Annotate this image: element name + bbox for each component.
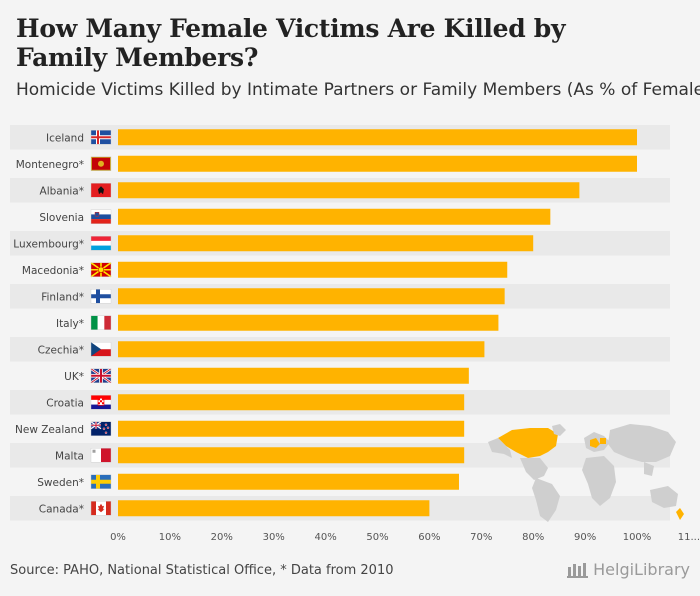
category-label: UK* [64, 371, 84, 383]
x-tick-label: 20% [211, 532, 233, 543]
map-landmass [498, 428, 558, 458]
category-label: Malta [55, 450, 84, 462]
x-tick-label: 90% [574, 532, 596, 543]
category-label: Albania* [40, 185, 84, 197]
bar-canada [118, 500, 430, 517]
x-tick-label: 11... [678, 532, 700, 543]
bar-luxembourg [118, 235, 534, 252]
category-label: Croatia [46, 397, 84, 409]
map-landmass [608, 424, 676, 462]
uk-flag-icon [90, 367, 112, 384]
croatia-flag-icon [90, 395, 112, 410]
x-tick-label: 0% [110, 532, 126, 543]
new-zealand-flag-icon [90, 421, 112, 436]
map-landmass [644, 462, 654, 476]
logo-text: HelgiLibrary [593, 560, 690, 579]
category-label: Iceland [46, 132, 84, 144]
canada-flag-icon [90, 501, 112, 516]
chart-subtitle: Homicide Victims Killed by Intimate Part… [16, 80, 700, 100]
bar-czechia [118, 341, 485, 358]
bar-malta [118, 447, 465, 464]
bar-slovenia [118, 208, 551, 225]
category-label: Sweden* [37, 477, 84, 489]
category-label: Canada* [39, 503, 84, 515]
category-labels: Iceland Montenegro* Albania* Slovenia Luxemb… [13, 132, 84, 515]
category-label: Montenegro* [16, 159, 84, 171]
bar-uk [118, 367, 469, 384]
italy-flag-icon [90, 315, 112, 330]
category-label: Macedonia* [22, 265, 84, 277]
bar-montenegro [118, 155, 637, 172]
macedonia-flag-icon [90, 262, 112, 278]
x-tick-label: 100% [623, 532, 652, 543]
bar-finland [118, 288, 505, 305]
category-label: Luxembourg* [13, 238, 84, 250]
helgilibrary-logo[interactable]: HelgiLibrary [567, 560, 690, 579]
czechia-flag-icon [90, 342, 112, 357]
bar-sweden [118, 473, 459, 490]
bar-iceland [118, 129, 637, 146]
slovenia-flag-icon [90, 209, 112, 224]
sweden-flag-icon [90, 474, 112, 489]
map-landmass [676, 508, 684, 520]
category-label: New Zealand [15, 424, 84, 436]
bar-albania [118, 182, 580, 199]
map-landmass [520, 458, 548, 480]
bar-chart: Iceland Montenegro* Albania* Slovenia Luxemb… [10, 125, 700, 543]
x-tick-label: 10% [159, 532, 181, 543]
category-label: Slovenia [39, 212, 84, 224]
bar-macedonia [118, 261, 508, 278]
chart-title: How Many Female Victims Are Killed by Fa… [16, 14, 566, 72]
iceland-flag-icon [90, 130, 112, 145]
category-label: Czechia* [38, 344, 84, 356]
map-landmass [582, 456, 616, 506]
luxembourg-flag-icon [90, 236, 112, 251]
map-landmass [600, 438, 606, 444]
category-label: Italy* [56, 318, 84, 330]
world-map-icon [488, 424, 684, 522]
map-landmass [590, 438, 600, 448]
bars [118, 129, 637, 517]
x-tick-label: 30% [263, 532, 285, 543]
x-tick-label: 70% [470, 532, 492, 543]
map-landmass [532, 478, 560, 522]
map-landmass [488, 438, 512, 458]
malta-flag-icon [90, 448, 112, 463]
bar-italy [118, 314, 499, 331]
category-label: Finland* [41, 291, 84, 303]
bar-croatia [118, 394, 465, 411]
map-landmass [650, 486, 678, 508]
x-tick-label: 50% [366, 532, 388, 543]
x-tick-label: 60% [418, 532, 440, 543]
library-building-icon [567, 562, 589, 578]
map-landmass [552, 424, 566, 436]
finland-flag-icon [90, 289, 112, 304]
flags [90, 130, 112, 516]
x-tick-label: 40% [314, 532, 336, 543]
x-axis-ticks: 0% 10% 20% 30% 40% 50% 60% 70% 80% 90% 100% 11... [110, 532, 700, 543]
source-note: Source: PAHO, National Statistical Offic… [10, 563, 394, 578]
bar-new-zealand [118, 420, 465, 437]
albania-flag-icon [90, 183, 112, 198]
x-tick-label: 80% [522, 532, 544, 543]
montenegro-flag-icon [90, 156, 112, 171]
